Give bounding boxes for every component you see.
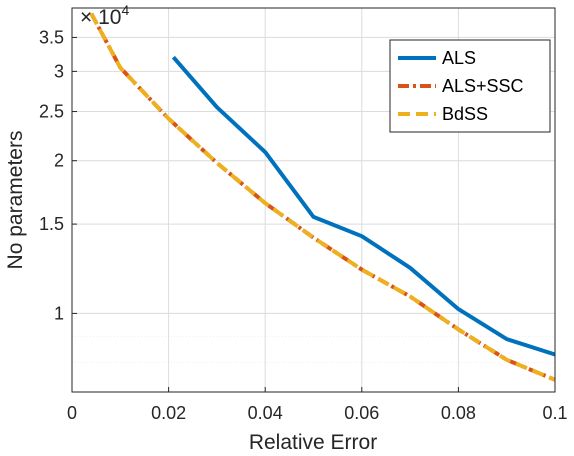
y-axis: 1 1.5 2 2.5 3 3.5 — [39, 27, 77, 323]
x-axis: 0 0.02 0.04 0.06 0.08 0.1 — [67, 387, 568, 423]
x-tick-label: 0.1 — [542, 403, 567, 423]
x-axis-label: Relative Error — [249, 431, 377, 454]
plot-box — [71, 7, 556, 393]
y-exponent-label: × 104 — [80, 2, 129, 29]
x-tick-label: 0.02 — [151, 403, 186, 423]
x-tick-label: 0.06 — [344, 403, 379, 423]
legend: ALS ALS+SSC BdSS — [389, 39, 551, 133]
series-line-bdss — [89, 12, 556, 382]
y-axis-label: No parameters — [4, 131, 27, 270]
x-tick-label: 0.08 — [441, 403, 476, 423]
y-tick-label: 3 — [54, 61, 64, 81]
y-tick-label: 1 — [54, 303, 64, 323]
y-exponent-power: 4 — [121, 2, 129, 18]
legend-label: ALS — [442, 48, 476, 68]
y-tick-label: 3.5 — [39, 27, 64, 47]
x-tick-label: 0.04 — [248, 403, 283, 423]
series-line-als — [171, 55, 556, 357]
y-exponent-base: × 10 — [80, 6, 121, 29]
y-tick-label: 2 — [54, 151, 64, 171]
legend-label: ALS+SSC — [442, 76, 524, 96]
legend-box — [389, 39, 551, 133]
y-tick-label: 2.5 — [39, 102, 64, 122]
x-tick-label: 0 — [67, 403, 77, 423]
legend-label: BdSS — [442, 104, 488, 124]
series-layer — [89, 12, 556, 382]
y-tick-label: 1.5 — [39, 214, 64, 234]
